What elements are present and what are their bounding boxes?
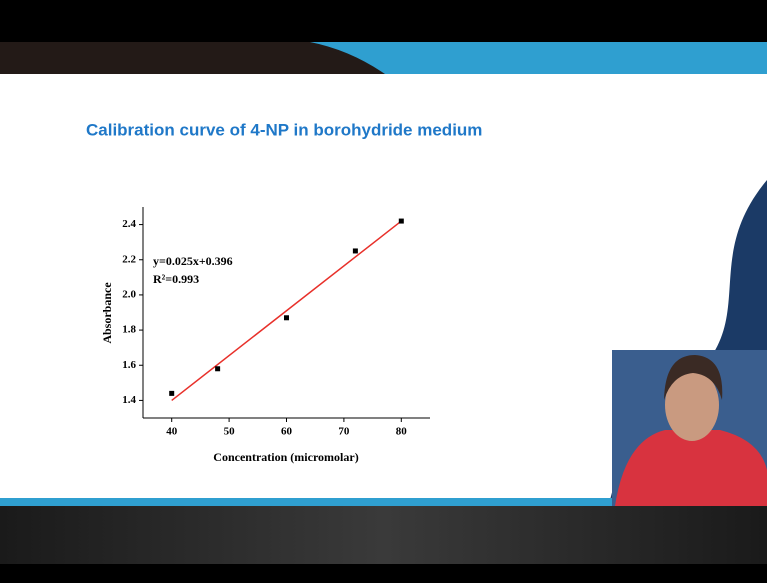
slide-title: Calibration curve of 4-NP in borohydride… (86, 120, 482, 139)
annotation: y=0.025x+0.396 (153, 254, 233, 268)
data-point (353, 248, 358, 253)
x-tick-label: 40 (166, 426, 178, 438)
data-point (169, 391, 174, 396)
x-tick-label: 70 (338, 426, 350, 438)
data-point (284, 315, 289, 320)
bottom-bar (0, 506, 767, 564)
x-tick-label: 60 (281, 426, 293, 438)
y-tick-label: 1.4 (122, 394, 136, 406)
y-axis-label: Absorbance (100, 282, 114, 344)
presenter (612, 350, 767, 506)
slide: Calibration curve of 4-NP in borohydride… (0, 0, 767, 583)
y-tick-label: 1.6 (122, 359, 136, 371)
y-tick-label: 2.4 (122, 218, 136, 230)
x-axis-label: Concentration (micromolar) (213, 450, 358, 464)
x-tick-label: 50 (224, 426, 236, 438)
slide-screenshot: Calibration curve of 4-NP in borohydride… (0, 0, 767, 583)
x-tick-label: 80 (396, 426, 408, 438)
y-tick-label: 2.0 (122, 288, 136, 300)
fit-line (172, 221, 402, 400)
y-tick-label: 2.2 (122, 253, 136, 265)
top-band-dark (0, 42, 385, 74)
chart: Concentration (micromolar) Absorbance 40… (100, 207, 430, 464)
data-point (399, 219, 404, 224)
data-point (215, 366, 220, 371)
top-bar (0, 0, 767, 42)
annotation: R²=0.993 (153, 272, 199, 286)
bottom-black (0, 564, 767, 583)
y-tick-label: 1.8 (122, 324, 136, 336)
